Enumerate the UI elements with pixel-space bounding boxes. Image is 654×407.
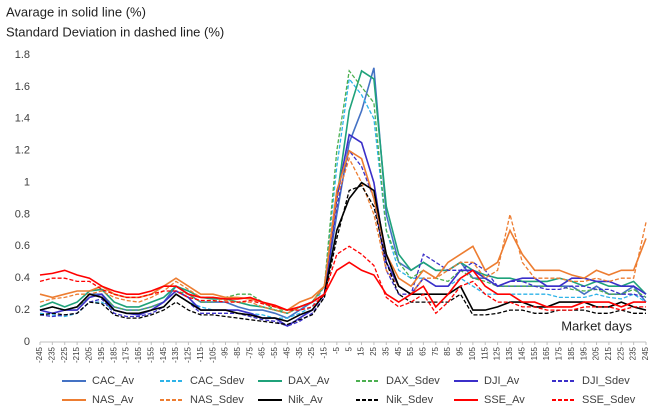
x-tick-label: 65 xyxy=(418,346,427,355)
x-tick-label: -35 xyxy=(295,346,304,358)
x-tick-label: -155 xyxy=(146,346,155,363)
x-tick-label: 155 xyxy=(530,346,539,360)
x-tick-label: 95 xyxy=(456,346,465,355)
series-line xyxy=(39,261,646,311)
legend-label: NAS_Sdev xyxy=(190,394,244,406)
series-line xyxy=(39,67,647,319)
legend-label: CAC_Sdev xyxy=(190,375,245,387)
series-line xyxy=(39,184,646,326)
legend-label: NAS_Av xyxy=(92,394,134,406)
x-tick-label: -115 xyxy=(196,346,205,362)
y-tick-label: 1.8 xyxy=(15,49,30,61)
x-tick-label: -125 xyxy=(184,346,193,363)
x-tick-label: 15 xyxy=(357,346,366,355)
x-tick-label: -55 xyxy=(270,346,279,358)
x-tick-label: 25 xyxy=(369,346,378,355)
x-tick-label: 5 xyxy=(344,346,353,351)
series-line xyxy=(39,156,647,314)
x-tick-label: -105 xyxy=(208,346,217,363)
x-tick-label: 225 xyxy=(616,346,625,360)
x-tick-label: -45 xyxy=(282,346,291,358)
x-tick-label: -145 xyxy=(159,346,168,363)
x-tick-label: -165 xyxy=(134,346,143,363)
x-tick-label: 205 xyxy=(592,346,601,360)
x-tick-label: -245 xyxy=(35,346,44,363)
series-line xyxy=(39,69,647,315)
x-tick-label: 85 xyxy=(443,346,452,355)
legend-label: DAX_Sdev xyxy=(386,375,440,387)
legend-label: Nik_Sdev xyxy=(386,394,434,406)
x-tick-label: -175 xyxy=(122,346,131,363)
x-tick-label: 195 xyxy=(579,346,588,360)
x-tick-label: 115 xyxy=(480,346,489,359)
x-tick-label: -185 xyxy=(109,346,118,363)
y-tick-label: 0.8 xyxy=(15,208,30,220)
legend-label: SSE_Av xyxy=(484,394,525,406)
x-tick-label: 215 xyxy=(604,346,613,360)
chart-subtitle: Standard Deviation in dashed line (%) xyxy=(6,24,224,39)
x-tick-label: 245 xyxy=(641,346,650,360)
x-tick-label: -25 xyxy=(307,346,316,358)
legend-label: CAC_Av xyxy=(92,375,134,387)
legend-label: SSE_Sdev xyxy=(582,394,636,406)
x-tick-label: -95 xyxy=(221,346,230,358)
series-line xyxy=(39,133,647,328)
x-tick-label: -75 xyxy=(245,346,254,358)
x-tick-label: 145 xyxy=(517,346,526,360)
x-tick-label: -85 xyxy=(233,346,242,358)
y-tick-label: 1.2 xyxy=(15,145,30,157)
x-tick-label: -15 xyxy=(320,346,329,358)
x-tick-label: -5 xyxy=(332,346,341,354)
y-tick-label: 0 xyxy=(24,336,30,348)
y-tick-label: 1 xyxy=(24,176,30,188)
x-tick-label: -235 xyxy=(47,346,56,363)
x-tick-label: -195 xyxy=(97,346,106,363)
x-tick-label: -225 xyxy=(60,346,69,363)
series-line xyxy=(39,77,647,319)
legend-label: Nik_Av xyxy=(288,394,323,406)
y-tick-label: 0.4 xyxy=(15,272,30,284)
axis-annotation: Market days xyxy=(561,318,632,333)
chart-title: Avarage in solid line (%) xyxy=(6,4,146,19)
y-tick-label: 0.6 xyxy=(15,240,30,252)
x-tick-label: 45 xyxy=(394,346,403,355)
x-tick-label: -215 xyxy=(72,346,81,363)
x-tick-label: 125 xyxy=(493,346,502,360)
x-tick-label: 55 xyxy=(406,346,415,355)
legend-label: DAX_Av xyxy=(288,375,330,387)
x-tick-label: 185 xyxy=(567,346,576,360)
legend-label: DJI_Sdev xyxy=(582,375,630,387)
series-line xyxy=(39,245,646,315)
y-tick-label: 1.6 xyxy=(15,81,30,93)
x-tick-label: 135 xyxy=(505,346,514,360)
x-tick-label: -135 xyxy=(171,346,180,363)
series-line xyxy=(39,181,647,323)
legend-label: DJI_Av xyxy=(484,375,520,387)
x-tick-label: 165 xyxy=(542,346,551,360)
x-tick-label: -205 xyxy=(85,346,94,363)
x-tick-label: 235 xyxy=(629,346,638,360)
x-tick-label: 105 xyxy=(468,346,477,360)
x-tick-label: 75 xyxy=(431,346,440,355)
series-line xyxy=(39,69,647,311)
x-tick-label: -65 xyxy=(258,346,267,358)
x-tick-label: 175 xyxy=(555,346,564,360)
y-tick-label: 0.2 xyxy=(15,304,30,316)
x-tick-label: 35 xyxy=(381,346,390,355)
y-tick-label: 1.4 xyxy=(15,113,30,125)
